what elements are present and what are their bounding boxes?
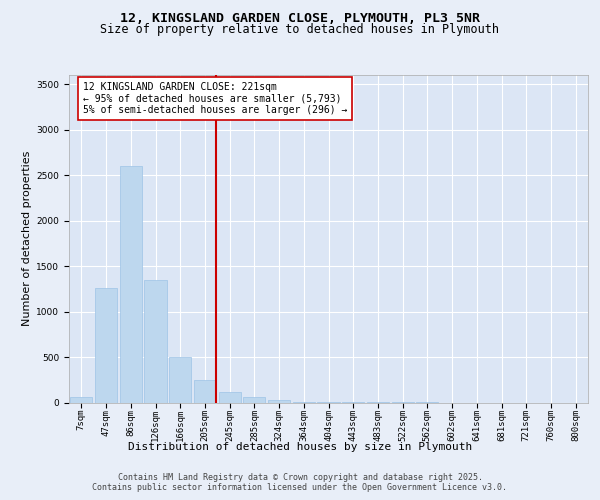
Text: 12 KINGSLAND GARDEN CLOSE: 221sqm
← 95% of detached houses are smaller (5,793)
5: 12 KINGSLAND GARDEN CLOSE: 221sqm ← 95% … — [83, 82, 347, 116]
Bar — [243, 398, 265, 402]
Bar — [218, 392, 241, 402]
Bar — [169, 357, 191, 403]
Bar — [268, 400, 290, 402]
Bar — [70, 398, 92, 402]
Y-axis label: Number of detached properties: Number of detached properties — [22, 151, 32, 326]
Bar — [145, 280, 167, 402]
Text: Distribution of detached houses by size in Plymouth: Distribution of detached houses by size … — [128, 442, 472, 452]
Text: 12, KINGSLAND GARDEN CLOSE, PLYMOUTH, PL3 5NR: 12, KINGSLAND GARDEN CLOSE, PLYMOUTH, PL… — [120, 12, 480, 26]
Text: Contains HM Land Registry data © Crown copyright and database right 2025.
Contai: Contains HM Land Registry data © Crown c… — [92, 473, 508, 492]
Bar — [194, 380, 216, 402]
Text: Size of property relative to detached houses in Plymouth: Size of property relative to detached ho… — [101, 22, 499, 36]
Bar — [95, 288, 117, 403]
Bar — [119, 166, 142, 402]
